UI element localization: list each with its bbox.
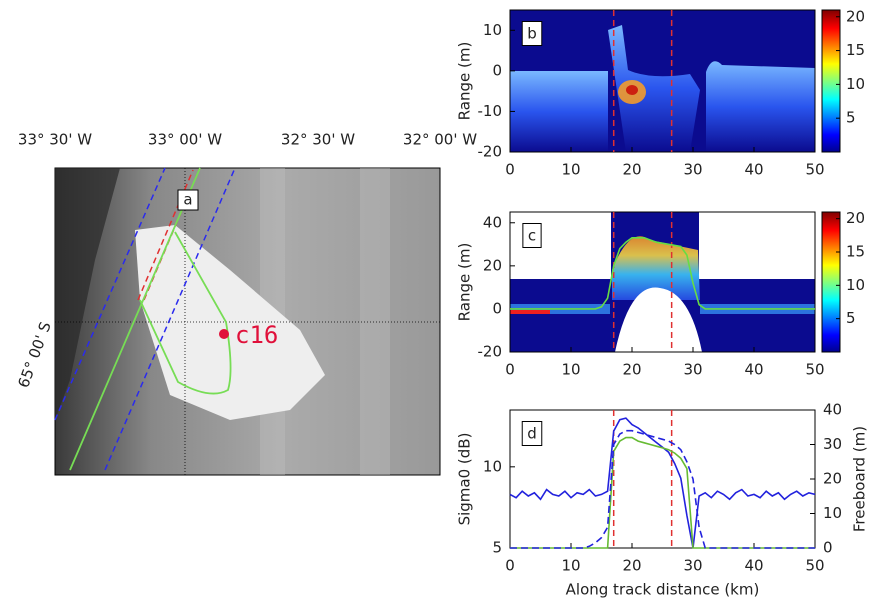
- x-tick-label: 40: [744, 161, 763, 179]
- y2-tick-label: 10: [823, 504, 842, 522]
- y-tick-label: 10: [483, 457, 502, 475]
- lon-label: 33° 30' W: [18, 131, 92, 149]
- x-tick-label: 40: [744, 361, 763, 379]
- x-tick-label: 50: [805, 361, 824, 379]
- lon-label: 33° 00' W: [148, 131, 222, 149]
- annotation: c16: [235, 321, 278, 349]
- colorbar: [821, 211, 841, 353]
- colorbar-tick-label: 20: [846, 7, 865, 25]
- lat-label: 65° 00' S: [14, 319, 54, 390]
- data-line: [510, 429, 815, 549]
- plot-frame: [509, 409, 816, 549]
- colorbar-tick-label: 20: [846, 209, 865, 227]
- colorbar-tick-label: 15: [846, 41, 865, 59]
- y-tick-label: 0: [492, 61, 502, 79]
- x-tick-label: 0: [505, 161, 515, 179]
- x-tick-label: 10: [561, 557, 580, 575]
- panel-label-box: [522, 223, 542, 248]
- x-tick-label: 10: [561, 161, 580, 179]
- y-axis-label: Range (m): [456, 243, 474, 322]
- y-axis-label: Range (m): [456, 42, 474, 121]
- x-tick-label: 0: [505, 557, 515, 575]
- x-tick-label: 20: [622, 161, 641, 179]
- y2-tick-label: 40: [823, 401, 842, 419]
- x-tick-label: 30: [683, 161, 702, 179]
- data-line: [509, 417, 816, 549]
- x-tick-label: 40: [744, 557, 763, 575]
- radargram-c: [510, 212, 815, 352]
- colorbar-tick-label: 10: [846, 276, 865, 294]
- surface-line: [510, 237, 815, 310]
- y-tick-label: -10: [478, 102, 503, 120]
- y-tick-label: -20: [478, 143, 503, 161]
- y-tick-label: 0: [492, 299, 502, 317]
- panel-label: a: [183, 191, 192, 209]
- panel-label-box: [521, 421, 543, 446]
- x-tick-label: 50: [805, 161, 824, 179]
- y-tick-label: 5: [492, 539, 502, 557]
- panel-label: d: [527, 425, 537, 443]
- panel-label: b: [527, 25, 537, 43]
- colorbar-tick-label: 5: [846, 109, 856, 127]
- y2-tick-label: 30: [823, 435, 842, 453]
- lon-label: 32° 30' W: [281, 131, 355, 149]
- map-image: [54, 167, 441, 476]
- colorbar-tick-label: 15: [846, 243, 865, 261]
- colorbar-tick-label: 10: [846, 75, 865, 93]
- y2-tick-label: 20: [823, 470, 842, 488]
- y2-axis-label: Freeboard (m): [851, 426, 869, 532]
- plot-frame: [509, 211, 816, 353]
- x-tick-label: 20: [622, 361, 641, 379]
- y-tick-label: 20: [483, 256, 502, 274]
- panel-label-box: [521, 21, 543, 46]
- panel-label: c: [528, 227, 536, 245]
- lon-label: 32° 00' W: [403, 131, 477, 149]
- plot-frame: [509, 9, 816, 153]
- colorbar-tick-label: 5: [846, 309, 856, 327]
- x-tick-label: 30: [683, 361, 702, 379]
- y2-tick-label: 0: [823, 539, 833, 557]
- x-tick-label: 20: [622, 557, 641, 575]
- x-tick-label: 50: [805, 557, 824, 575]
- y-tick-label: 10: [483, 21, 502, 39]
- y-tick-label: 40: [483, 213, 502, 231]
- colorbar: [821, 9, 841, 153]
- y-tick-label: -20: [478, 343, 503, 361]
- y-axis-label: Sigma0 (dB): [456, 433, 474, 526]
- x-tick-label: 10: [561, 361, 580, 379]
- x-tick-label: 0: [505, 361, 515, 379]
- x-axis-label: Along track distance (km): [566, 581, 760, 599]
- radargram-b: [510, 10, 815, 152]
- x-tick-label: 30: [683, 557, 702, 575]
